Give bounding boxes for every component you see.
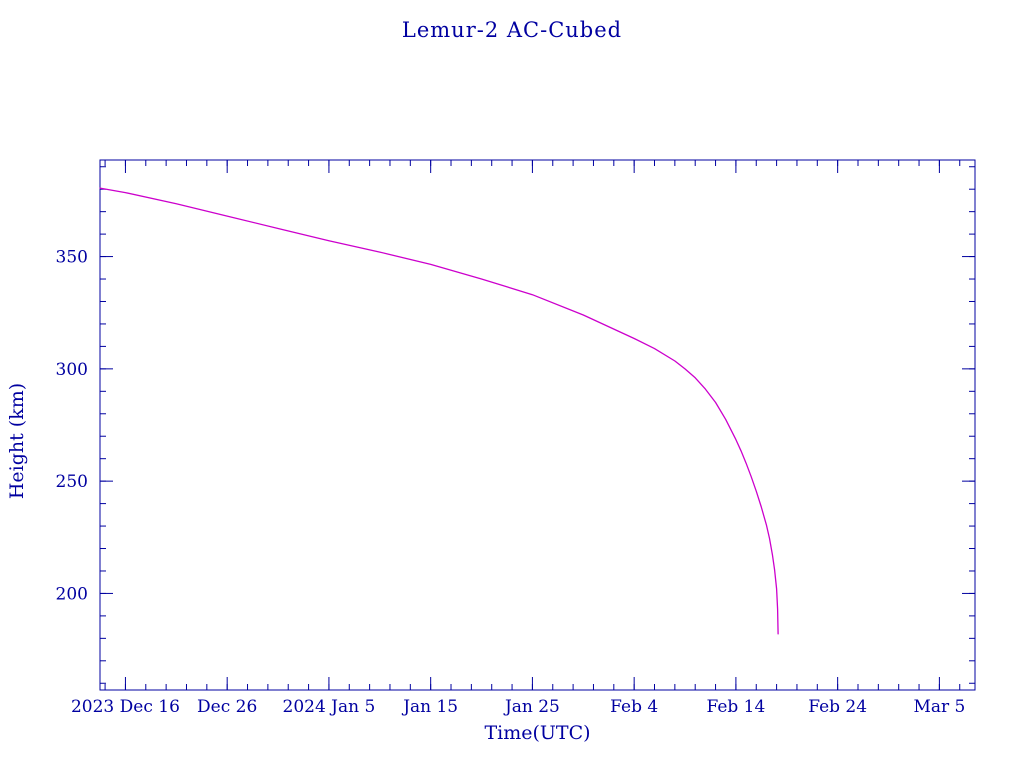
x-tick-label: Dec 26 — [197, 697, 257, 717]
x-tick-label: Jan 25 — [503, 697, 560, 717]
x-tick-label: Feb 14 — [706, 697, 765, 717]
plot-frame — [99, 159, 976, 691]
x-tick-label: 2024 Jan 5 — [283, 697, 376, 717]
y-tick-label: 350 — [56, 248, 88, 268]
y-tick-label: 200 — [56, 584, 88, 604]
x-tick-label: 2023 Dec 16 — [71, 697, 180, 717]
x-tick-label: Feb 4 — [610, 697, 658, 717]
x-axis-label: Time(UTC) — [484, 722, 591, 744]
chart-title: Lemur-2 AC-Cubed — [401, 18, 623, 42]
decay-curve — [99, 187, 779, 635]
x-tick-label: Jan 15 — [401, 697, 458, 717]
y-axis-label: Height (km) — [6, 382, 28, 500]
x-tick-label: Mar 5 — [913, 697, 965, 717]
y-tick-label: 250 — [56, 472, 88, 492]
x-tick-label: Feb 24 — [808, 697, 867, 717]
y-tick-label: 300 — [56, 360, 88, 380]
